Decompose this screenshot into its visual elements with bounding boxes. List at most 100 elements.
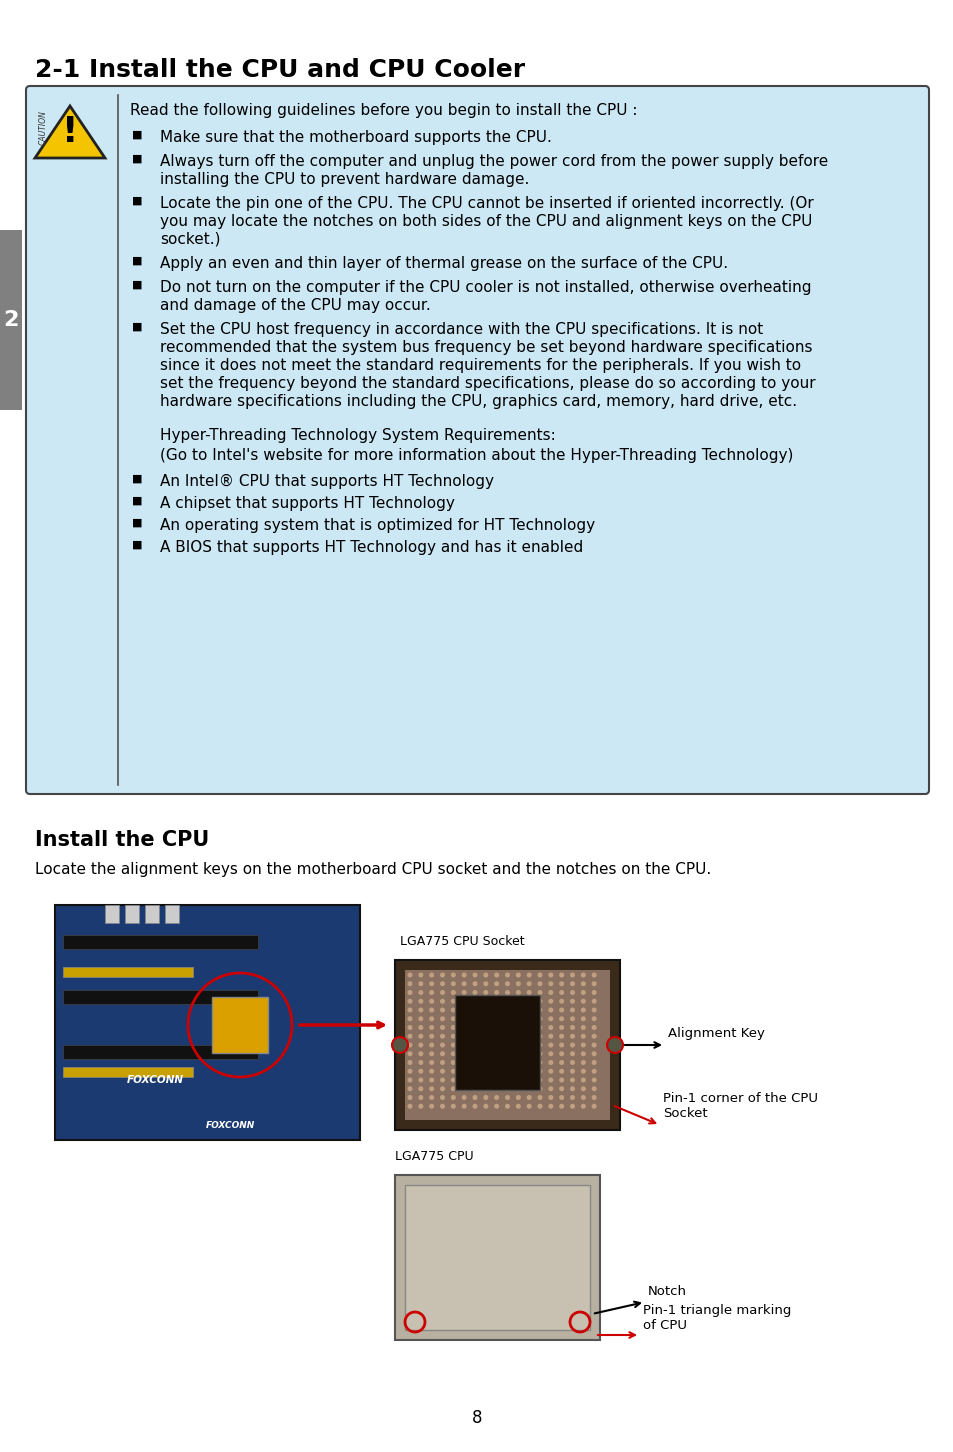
Circle shape <box>462 1061 465 1064</box>
Circle shape <box>527 1096 531 1099</box>
Circle shape <box>495 1088 498 1090</box>
Text: (Go to Intel's website for more information about the Hyper-Threading Technology: (Go to Intel's website for more informat… <box>160 449 793 463</box>
Circle shape <box>440 982 444 986</box>
Circle shape <box>462 1051 465 1056</box>
Circle shape <box>592 1008 596 1012</box>
Circle shape <box>537 1096 541 1099</box>
FancyBboxPatch shape <box>55 905 359 1140</box>
Circle shape <box>537 1051 541 1056</box>
Circle shape <box>495 1008 498 1012</box>
Circle shape <box>592 1088 596 1090</box>
Circle shape <box>570 1061 574 1064</box>
Circle shape <box>408 1061 412 1064</box>
Circle shape <box>462 999 465 1003</box>
Circle shape <box>440 1096 444 1099</box>
Circle shape <box>570 1016 574 1021</box>
Circle shape <box>581 1061 584 1064</box>
Circle shape <box>549 990 552 995</box>
Circle shape <box>408 1043 412 1047</box>
FancyBboxPatch shape <box>63 935 257 950</box>
Circle shape <box>592 990 596 995</box>
Circle shape <box>549 1088 552 1090</box>
Circle shape <box>451 973 455 977</box>
Text: Locate the alignment keys on the motherboard CPU socket and the notches on the C: Locate the alignment keys on the motherb… <box>35 862 711 877</box>
Circle shape <box>570 1043 574 1047</box>
Circle shape <box>537 1016 541 1021</box>
Circle shape <box>592 1079 596 1082</box>
Circle shape <box>473 1016 476 1021</box>
Circle shape <box>451 1051 455 1056</box>
Circle shape <box>462 1016 465 1021</box>
Circle shape <box>495 973 498 977</box>
Circle shape <box>408 1070 412 1073</box>
Circle shape <box>559 1096 563 1099</box>
Circle shape <box>537 973 541 977</box>
Circle shape <box>430 1070 433 1073</box>
Circle shape <box>581 990 584 995</box>
Circle shape <box>473 1034 476 1038</box>
Circle shape <box>495 1096 498 1099</box>
Text: Pin-1 triangle marking
of CPU: Pin-1 triangle marking of CPU <box>642 1304 791 1331</box>
Circle shape <box>430 1096 433 1099</box>
Text: installing the CPU to prevent hardware damage.: installing the CPU to prevent hardware d… <box>160 171 529 187</box>
FancyBboxPatch shape <box>395 960 619 1130</box>
Circle shape <box>559 1079 563 1082</box>
Circle shape <box>408 1008 412 1012</box>
Circle shape <box>516 1016 519 1021</box>
Circle shape <box>505 1043 509 1047</box>
Text: ■: ■ <box>132 280 142 290</box>
Circle shape <box>495 990 498 995</box>
FancyBboxPatch shape <box>63 990 257 1003</box>
Circle shape <box>505 1070 509 1073</box>
Circle shape <box>483 1070 487 1073</box>
Text: ■: ■ <box>132 131 142 139</box>
Circle shape <box>451 1105 455 1108</box>
Circle shape <box>516 1061 519 1064</box>
Circle shape <box>581 1088 584 1090</box>
Circle shape <box>440 1016 444 1021</box>
Circle shape <box>559 1034 563 1038</box>
Circle shape <box>473 1051 476 1056</box>
Circle shape <box>451 1061 455 1064</box>
Text: Install the CPU: Install the CPU <box>35 831 209 849</box>
Circle shape <box>559 990 563 995</box>
Circle shape <box>592 1025 596 1029</box>
Circle shape <box>430 1025 433 1029</box>
Circle shape <box>462 990 465 995</box>
Circle shape <box>462 982 465 986</box>
Circle shape <box>537 990 541 995</box>
Circle shape <box>462 1079 465 1082</box>
Circle shape <box>570 1096 574 1099</box>
Text: 2-1 Install the CPU and CPU Cooler: 2-1 Install the CPU and CPU Cooler <box>35 58 524 81</box>
Circle shape <box>430 1008 433 1012</box>
Circle shape <box>418 1016 422 1021</box>
Circle shape <box>505 1008 509 1012</box>
Circle shape <box>483 1079 487 1082</box>
Circle shape <box>462 1105 465 1108</box>
Circle shape <box>473 1043 476 1047</box>
Circle shape <box>440 1105 444 1108</box>
Circle shape <box>570 1025 574 1029</box>
Circle shape <box>440 1088 444 1090</box>
Text: set the frequency beyond the standard specifications, please do so according to : set the frequency beyond the standard sp… <box>160 376 815 391</box>
Circle shape <box>483 1025 487 1029</box>
Circle shape <box>581 1105 584 1108</box>
Circle shape <box>430 973 433 977</box>
Text: A chipset that supports HT Technology: A chipset that supports HT Technology <box>160 497 455 511</box>
Circle shape <box>418 1079 422 1082</box>
Circle shape <box>418 999 422 1003</box>
Circle shape <box>505 1096 509 1099</box>
Circle shape <box>451 1088 455 1090</box>
Text: An Intel® CPU that supports HT Technology: An Intel® CPU that supports HT Technolog… <box>160 473 494 489</box>
Circle shape <box>440 1034 444 1038</box>
Text: recommended that the system bus frequency be set beyond hardware specifications: recommended that the system bus frequenc… <box>160 340 812 354</box>
Circle shape <box>473 973 476 977</box>
Text: and damage of the CPU may occur.: and damage of the CPU may occur. <box>160 298 431 314</box>
Circle shape <box>451 1025 455 1029</box>
FancyBboxPatch shape <box>26 86 928 794</box>
Circle shape <box>462 1043 465 1047</box>
Circle shape <box>559 1043 563 1047</box>
Circle shape <box>549 1079 552 1082</box>
Circle shape <box>527 973 531 977</box>
Circle shape <box>527 1051 531 1056</box>
